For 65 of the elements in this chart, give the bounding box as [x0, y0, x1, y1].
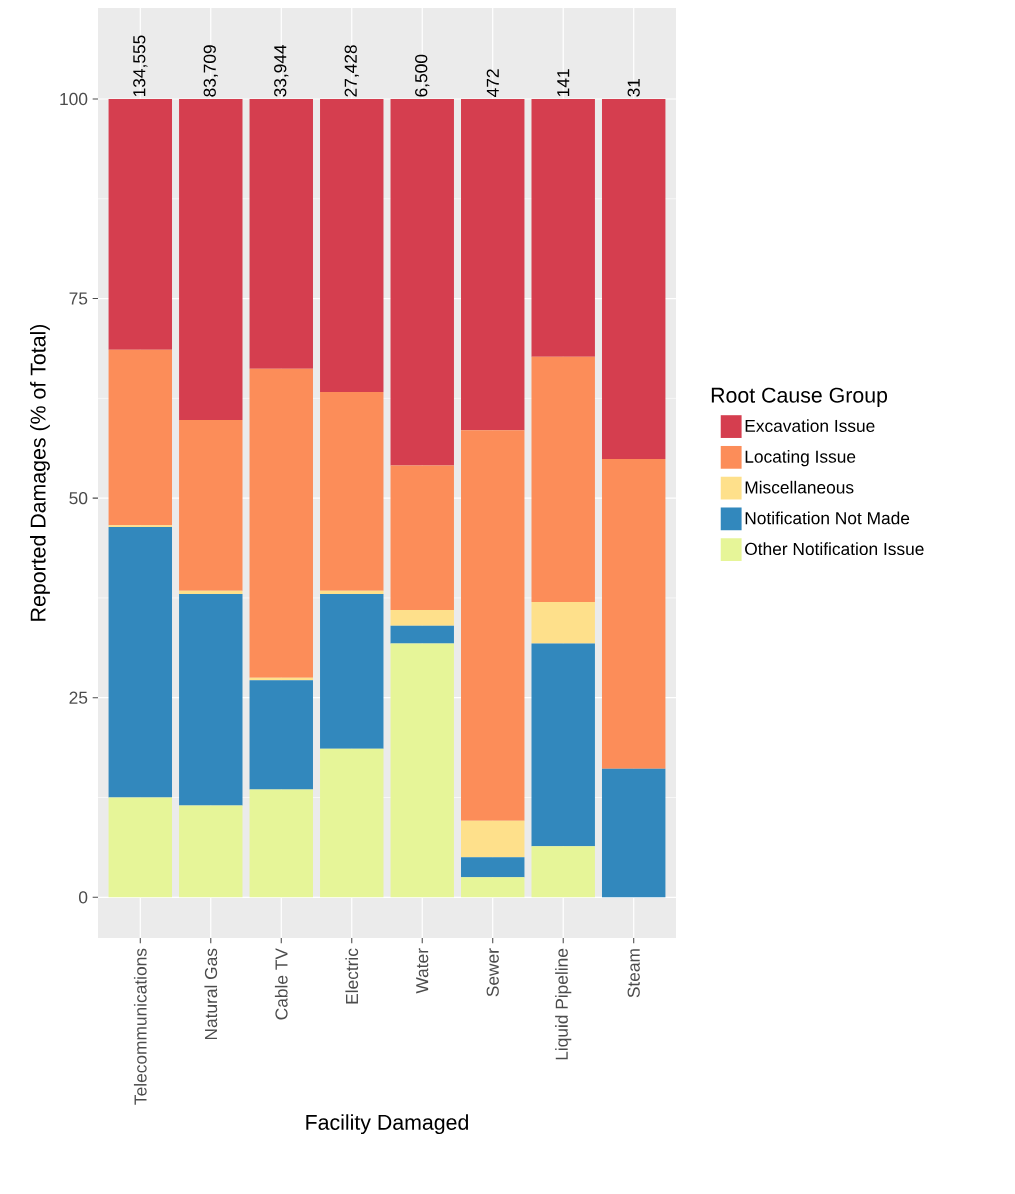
bar: [390, 643, 454, 898]
bar: [531, 601, 595, 644]
bar: [249, 99, 313, 369]
y-axis-title: Reported Damages (% of Total): [30, 324, 50, 621]
annotation: 141: [557, 69, 570, 97]
x-tick-label: Liquid Pipeline: [555, 948, 572, 1060]
bar: [461, 430, 525, 821]
bar: [108, 349, 173, 526]
bar: [320, 748, 384, 898]
y-tick-label: 100: [60, 92, 88, 106]
x-tick-label: Sewer: [486, 948, 499, 997]
legend-label: Miscellaneous: [745, 480, 854, 494]
bar: [249, 368, 313, 678]
bar: [601, 459, 666, 769]
bar: [390, 465, 454, 610]
x-tick-label: Steam: [627, 949, 640, 998]
bar: [461, 857, 525, 878]
bar: [179, 593, 243, 806]
legend-label: Other Notification Issue: [745, 542, 924, 556]
bar: [179, 590, 243, 594]
bar: [108, 99, 173, 350]
bar: [390, 609, 454, 626]
bar: [108, 526, 173, 798]
bar: [320, 391, 384, 591]
x-tick-label: Electric: [345, 948, 359, 1004]
bar: [390, 625, 454, 644]
y-tick-label: 25: [69, 691, 88, 704]
annotation: 472: [486, 69, 499, 97]
bar: [390, 99, 454, 466]
y-tick-label: 75: [69, 292, 88, 305]
bar: [108, 797, 173, 898]
x-tick-label: Natural Gas: [204, 948, 218, 1040]
bar: [179, 805, 243, 898]
y-tick-label: 0: [78, 891, 88, 904]
legend-label: Locating Issue: [745, 450, 856, 467]
annotation: 83,709: [203, 45, 218, 97]
bar: [320, 99, 384, 392]
x-tick-label: Water: [416, 948, 429, 994]
bar: [179, 419, 243, 591]
bar: [179, 99, 243, 420]
bar: [531, 99, 595, 357]
annotation: 31: [627, 78, 640, 97]
bar: [531, 356, 595, 602]
bar: [531, 846, 595, 898]
bar: [249, 789, 313, 898]
bar: [320, 593, 384, 749]
bar: [461, 877, 525, 898]
bar: [531, 643, 595, 847]
legend-label: Notification Not Made: [745, 511, 910, 525]
x-tick-label: Telecommunications: [133, 948, 147, 1105]
annotation: 134,555: [133, 35, 148, 97]
legend-title: Root Cause Group: [711, 387, 888, 407]
x-axis-title: Facility Damaged: [306, 1114, 468, 1135]
bar: [601, 768, 666, 898]
annotation: 6,500: [415, 54, 430, 97]
x-tick-label: Cable TV: [274, 948, 288, 1020]
bar: [601, 99, 666, 460]
bar: [461, 99, 525, 431]
bar: [249, 680, 313, 790]
legend-label: Excavation Issue: [745, 419, 875, 433]
annotation: 27,428: [344, 45, 359, 97]
bar: [461, 820, 525, 858]
y-tick-label: 50: [69, 492, 88, 505]
annotation: 33,944: [274, 44, 289, 97]
bar: [320, 590, 384, 594]
